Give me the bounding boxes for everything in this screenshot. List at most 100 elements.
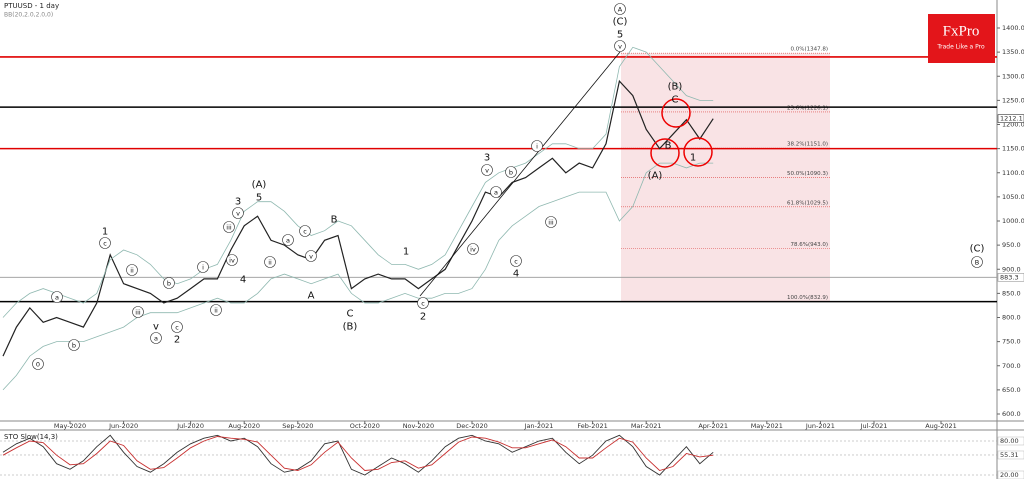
x-tick-label: Jan-2021	[524, 422, 554, 430]
wave-label: c	[303, 228, 307, 236]
wave-label: ii	[130, 267, 134, 275]
price-line	[2, 79, 714, 357]
y-tick-label: 600.0	[1002, 410, 1021, 418]
x-tick-label: Aug-2020	[228, 422, 260, 430]
wave-circle	[490, 186, 502, 198]
wave-label: 4	[513, 269, 519, 280]
wave-label: (A)	[252, 180, 267, 191]
y-tick-label: 1400.0	[1002, 24, 1024, 32]
wave-circle	[223, 221, 235, 233]
x-tick-label: Aug-2021	[925, 422, 957, 430]
y-tick-label: 1350.0	[1002, 48, 1024, 56]
oscillator-title: STO Slow(14,3)	[4, 433, 58, 441]
x-tick-label: Oct-2020	[350, 422, 380, 430]
chart-title: PTUUSD - 1 day	[4, 2, 59, 10]
y-tick-box	[997, 450, 1024, 460]
y-tick-label: 1000.0	[1002, 217, 1024, 225]
wave-label: 0	[36, 361, 40, 369]
band-line	[2, 46, 714, 318]
logo-box	[928, 14, 995, 63]
fib-label: 38.2%(1151.0)	[787, 142, 828, 148]
wave-label: 5	[256, 193, 262, 204]
wave-label: B	[665, 141, 672, 152]
wave-circle	[481, 164, 493, 176]
wave-circle	[32, 358, 44, 370]
wave-circle	[264, 256, 276, 268]
price-tag-label: 883.3	[1000, 273, 1019, 281]
wave-circle	[305, 250, 317, 262]
logo-name: FxPro	[943, 23, 980, 39]
wave-label: c	[175, 324, 179, 332]
wave-circle	[614, 3, 626, 15]
wave-label: c	[421, 300, 425, 308]
x-tick-label: Jul-2021	[860, 422, 888, 430]
x-tick-label: May-2021	[751, 422, 783, 430]
y-tick-label: 80.00	[1000, 437, 1019, 445]
wave-label: i	[536, 143, 538, 151]
x-tick-label: Feb-2021	[577, 422, 607, 430]
y-tick-label: 1100.0	[1002, 169, 1024, 177]
wave-circle	[171, 321, 183, 333]
x-tick-label: Jun-2021	[805, 422, 835, 430]
x-tick-label: May-2020	[54, 422, 86, 430]
wave-label: c	[514, 258, 518, 266]
wave-circle	[505, 166, 517, 178]
wave-label: 3	[484, 153, 490, 164]
wave-label: iii	[135, 309, 141, 317]
wave-label: v	[153, 322, 159, 333]
y-tick-label: 55.31	[1000, 451, 1019, 459]
wave-label: 1	[403, 247, 409, 258]
y-tick-label: 1050.0	[1002, 193, 1024, 201]
wave-circle	[545, 216, 557, 228]
wave-label: A	[618, 6, 623, 14]
wave-circle	[971, 256, 983, 268]
x-tick-label: Apr-2021	[698, 422, 728, 430]
wave-circle	[531, 140, 543, 152]
x-tick-label: Nov-2020	[403, 422, 434, 430]
wave-label: a	[55, 294, 59, 302]
wave-circle	[68, 339, 80, 351]
x-tick-label: Dec-2020	[456, 422, 487, 430]
wave-label: B	[331, 215, 338, 226]
wave-label: 4	[240, 275, 246, 286]
oscillator-line	[2, 436, 714, 472]
highlight-circle	[683, 137, 713, 167]
wave-label: 3	[235, 197, 241, 208]
y-tick-label: 1250.0	[1002, 96, 1024, 104]
wave-circle	[126, 264, 138, 276]
x-tick-label: Sep-2020	[282, 422, 313, 430]
price-tag	[997, 273, 1024, 282]
wave-label: b	[167, 280, 171, 288]
wave-circle	[467, 243, 479, 255]
wave-circle	[614, 40, 626, 52]
wave-label: (C)	[613, 17, 628, 28]
wave-label: C	[672, 95, 679, 106]
fib-label: 61.8%(1029.5)	[787, 200, 828, 206]
logo-tagline: Trade Like a Pro	[936, 44, 985, 51]
wave-circle	[197, 261, 209, 273]
highlight-circle	[650, 138, 680, 168]
y-tick-label: 1200.0	[1002, 121, 1024, 129]
wave-label: (B)	[668, 82, 683, 93]
wave-label: 5	[617, 30, 623, 41]
y-tick-label: 650.0	[1002, 386, 1021, 394]
fib-label: 100.0%(832.9)	[787, 295, 828, 301]
fib-label: 50.0%(1090.3)	[787, 171, 828, 177]
price-panel: 0.0%(1347.8)23.6%(1226.1)38.2%(1151.0)50…	[0, 46, 997, 391]
wave-label: 1	[102, 227, 108, 238]
oscillator-line	[2, 434, 714, 476]
trend-line	[419, 51, 621, 297]
wave-label: (A)	[648, 171, 663, 182]
wave-label: 2	[420, 312, 426, 323]
wave-label: iii	[226, 224, 232, 232]
wave-label: b	[509, 169, 513, 177]
x-tick-label: Jul-2020	[176, 422, 204, 430]
wave-label: a	[494, 189, 498, 197]
y-tick-label: 750.0	[1002, 338, 1021, 346]
wave-label: C	[347, 309, 354, 320]
x-tick-label: Mar-2021	[631, 422, 662, 430]
wave-label: a	[154, 335, 158, 343]
wave-label: ii	[214, 307, 218, 315]
wave-label: a	[286, 237, 290, 245]
